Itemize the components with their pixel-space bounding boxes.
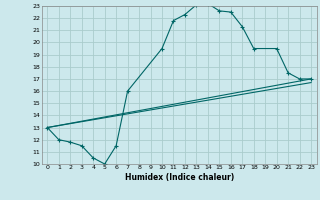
X-axis label: Humidex (Indice chaleur): Humidex (Indice chaleur) <box>124 173 234 182</box>
